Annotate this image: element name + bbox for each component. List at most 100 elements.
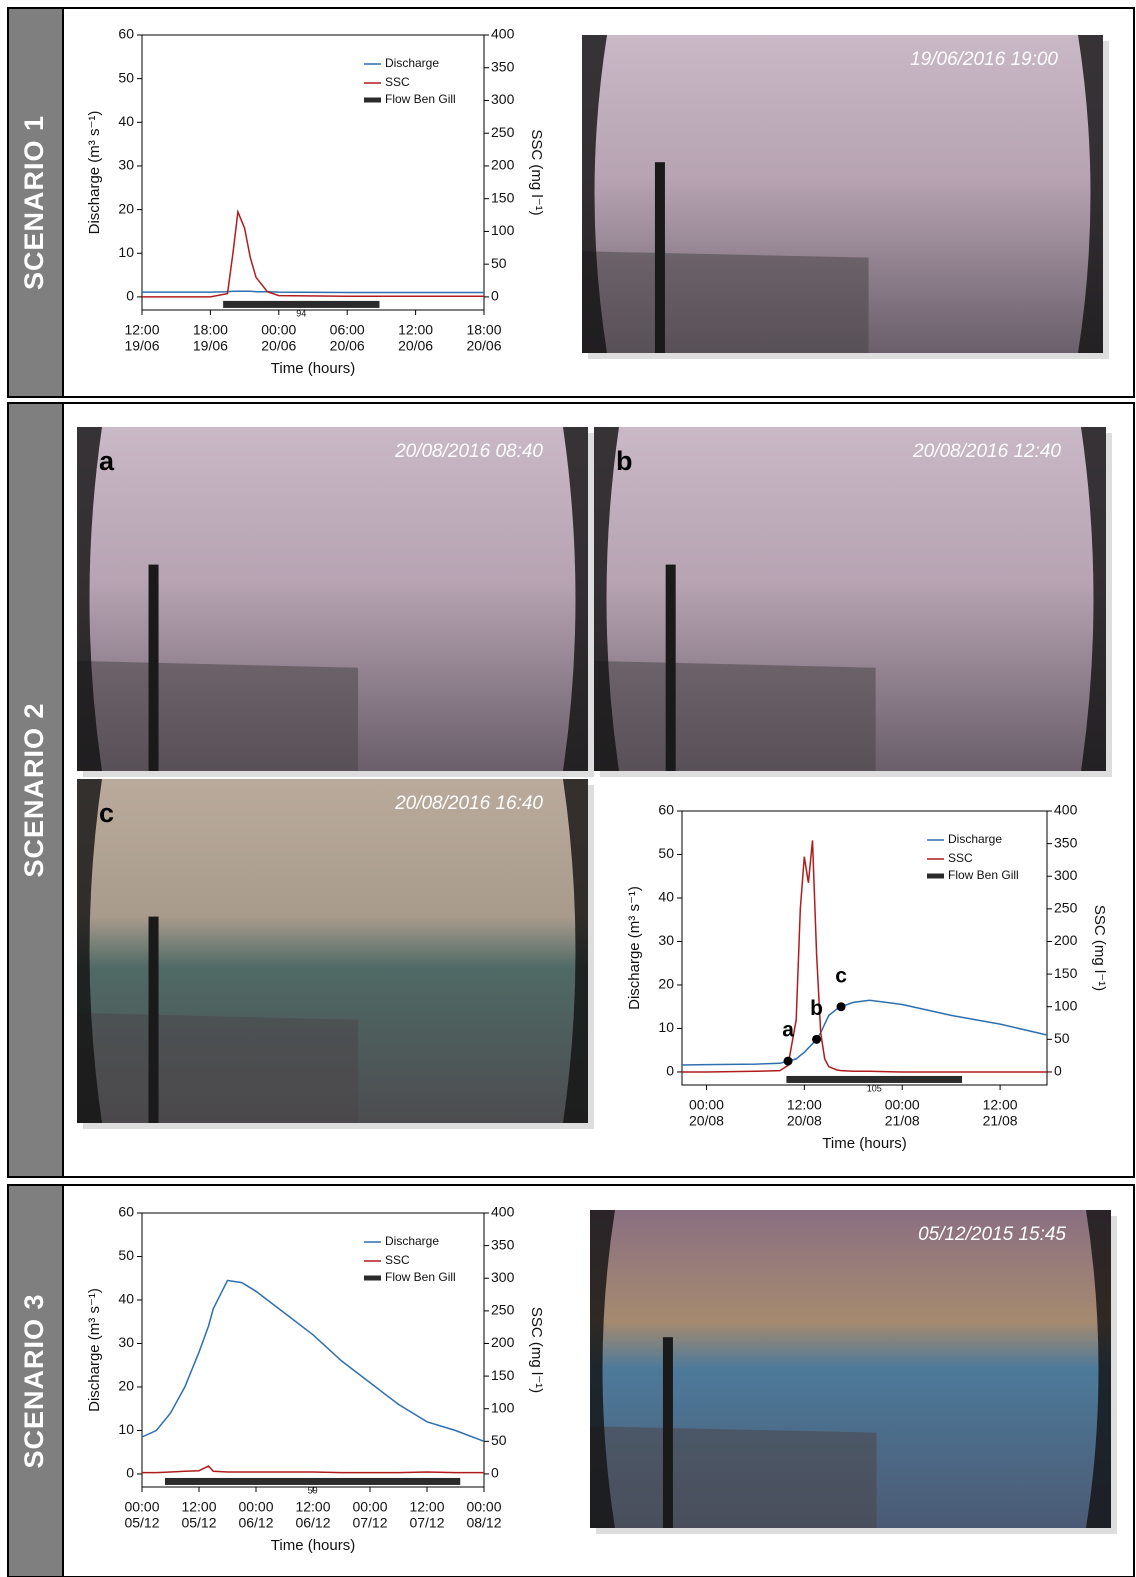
x-tick-label: 00:00 [238,1499,273,1515]
photo-post [662,1337,673,1528]
flow-bar [223,300,380,308]
y-tick-label: 30 [118,157,134,173]
y-tick-label: 50 [118,69,134,85]
y-tick-label: 40 [658,889,674,905]
y2-tick-label: 350 [491,1236,515,1252]
legend-label: SSC [385,75,410,89]
y2-tick-label: 350 [1054,834,1078,850]
photo-post [148,916,159,1123]
y2-axis-title: SSC (mg l⁻¹) [528,1307,545,1393]
y-tick-label: 10 [118,244,134,260]
series-line [142,1465,484,1474]
y-tick-label: 10 [658,1019,674,1035]
photo-wall [77,1012,359,1123]
plot-frame [681,810,1048,1086]
flow-bar [786,1075,963,1083]
scenario-band [9,1186,62,1576]
annotation-label: a [782,1019,794,1042]
y2-tick-label: 250 [491,1302,515,1318]
y-tick-label: 30 [658,932,674,948]
y-tick-label: 50 [118,1247,134,1263]
x-tick-label: 18:00 [466,322,501,338]
flow-label: 94 [296,308,306,318]
series-line [142,290,484,294]
x-tick-label: 19/06 [124,338,159,354]
x-tick-label: 12:00 [409,1499,444,1515]
y2-axis-title: SSC (mg l⁻¹) [528,129,545,215]
x-tick-label: 20/06 [398,338,433,354]
annotation-dot [836,1002,846,1012]
photo-post [148,564,159,771]
annotation-label: c [835,964,847,987]
annotation-dot [783,1056,793,1066]
photo-wall [594,660,876,771]
legend-label: Flow Ben Gill [948,868,1019,882]
y-tick-label: 0 [126,1465,134,1481]
x-tick-label: 05/12 [181,1515,216,1531]
y2-tick-label: 0 [1054,1063,1062,1079]
y2-tick-label: 100 [491,1399,515,1415]
y2-tick-label: 0 [491,288,499,304]
y2-tick-label: 50 [491,1432,507,1448]
y-tick-label: 20 [118,200,134,216]
x-axis-title: Time (hours) [271,360,355,377]
legend-label: Discharge [948,832,1002,846]
x-axis-title: Time (hours) [822,1135,906,1152]
flow-label: 59 [308,1485,318,1495]
y2-tick-label: 50 [1054,1030,1070,1046]
y2-tick-label: 400 [1054,802,1078,818]
y-tick-label: 20 [118,1378,134,1394]
y2-tick-label: 0 [491,1465,499,1481]
x-tick-label: 19/06 [193,338,228,354]
y-tick-label: 50 [658,845,674,861]
scenario-frame [7,7,1135,398]
x-tick-label: 18:00 [193,322,228,338]
plot-frame [141,1212,485,1488]
x-tick-label: 20/06 [466,338,501,354]
y-axis-title: Discharge (m³ s⁻¹) [626,886,643,1010]
scenario-band [9,404,62,1176]
photo-post [654,162,665,353]
x-tick-label: 00:00 [352,1499,387,1515]
plot-frame [141,34,485,311]
scenario-label: SCENARIO 1 [19,115,49,290]
x-tick-label: 12:00 [124,322,159,338]
x-tick-label: 00:00 [261,322,296,338]
photo-letter: a [99,446,115,476]
photo-timestamp: 05/12/2015 15:45 [918,1224,1066,1245]
legend-label: Flow Ben Gill [385,92,456,106]
y2-tick-label: 150 [1054,965,1078,981]
y-tick-label: 60 [658,802,674,818]
x-tick-label: 00:00 [466,1499,501,1515]
scenario-frame [7,402,1135,1178]
x-tick-label: 00:00 [124,1499,159,1515]
y2-axis-title: SSC (mg l⁻¹) [1091,905,1108,991]
y2-tick-label: 200 [491,1334,515,1350]
annotation-label: b [810,997,823,1020]
x-tick-label: 07/12 [352,1515,387,1531]
photo-post [665,564,676,771]
x-tick-label: 20/06 [330,338,365,354]
y2-tick-label: 400 [491,26,515,42]
legend-label: SSC [385,1253,410,1267]
y2-tick-label: 150 [491,1367,515,1383]
scenario-boxes: SCENARIO 1 SCENARIO 2 SCENARIO 3 [7,7,1135,1577]
x-tick-label: 20/08 [689,1113,724,1129]
legend-label: Flow Ben Gill [385,1270,456,1284]
y-tick-label: 10 [118,1421,134,1437]
photo-timestamp: 20/08/2016 12:40 [912,441,1061,462]
y2-tick-label: 250 [491,124,515,140]
y-tick-label: 30 [118,1334,134,1350]
y2-tick-label: 300 [1054,867,1078,883]
flow-bar [164,1477,461,1485]
photo-timestamp: 20/08/2016 08:40 [394,441,543,462]
photo-letter: c [99,798,114,828]
series-line [681,999,1048,1066]
scenario-frame [7,1184,1135,1577]
photo-timestamp: 19/06/2016 19:00 [910,49,1058,70]
y2-tick-label: 300 [491,1269,515,1285]
photo-wall [582,251,869,353]
x-tick-label: 06/12 [238,1515,273,1531]
x-tick-label: 00:00 [689,1097,724,1113]
